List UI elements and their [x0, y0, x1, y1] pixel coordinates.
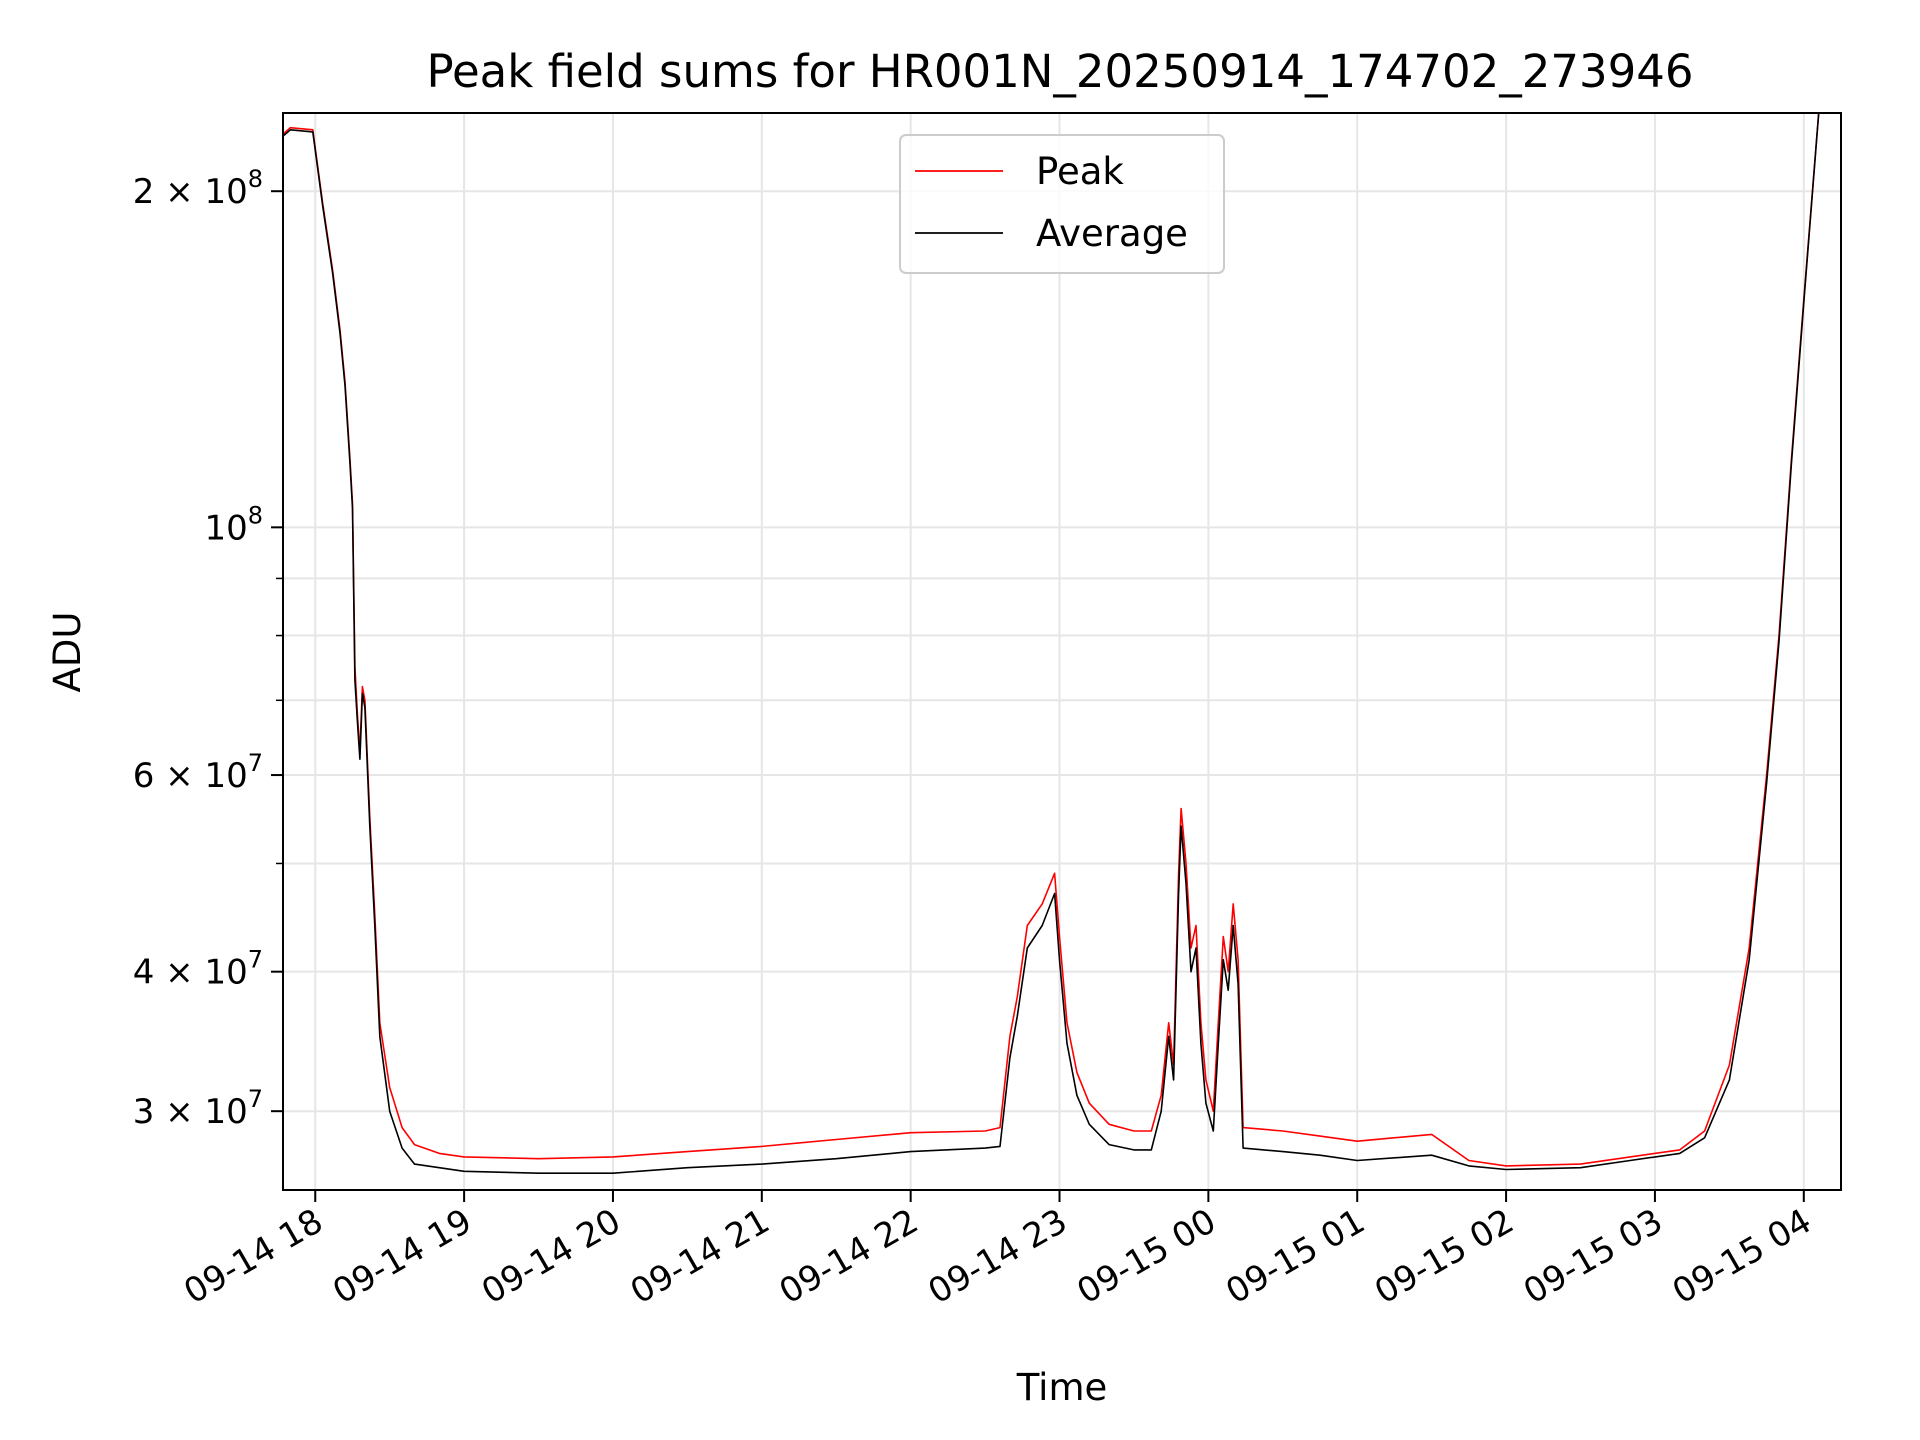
plot-frame	[282, 112, 1842, 1191]
y-tick-label: 4 × 107	[133, 946, 263, 993]
y-axis-ticks: 3 × 107 4 × 107 6 × 107 108 2 × 108	[133, 165, 283, 1132]
grid	[283, 113, 1841, 1190]
y-tick-label: 6 × 107	[133, 749, 263, 796]
legend-label-peak: Peak	[1036, 150, 1124, 193]
legend: Peak Average	[899, 134, 1225, 274]
minor-ticks	[276, 577, 283, 865]
chart-title: Peak field sums for HR001N_20250914_1747…	[426, 45, 1693, 98]
series-line-average	[283, 113, 1820, 1174]
y-axis-label: ADU	[46, 612, 89, 693]
legend-box	[899, 134, 1225, 274]
y-tick-label: 108	[204, 501, 263, 548]
legend-label-average: Average	[1036, 212, 1188, 255]
x-axis-label: Time	[1016, 1366, 1108, 1409]
y-tick-label: 2 × 108	[133, 165, 263, 212]
series-line-peak	[283, 113, 1820, 1167]
y-tick-label: 3 × 107	[133, 1085, 263, 1132]
